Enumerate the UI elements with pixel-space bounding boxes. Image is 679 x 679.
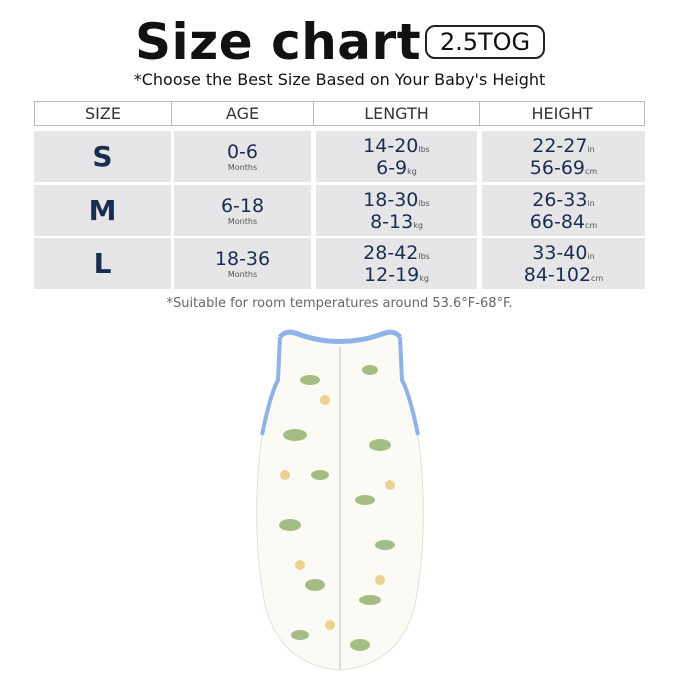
size-label: L xyxy=(93,247,112,280)
age-value: 0-6 xyxy=(226,141,259,163)
size-cell: S xyxy=(34,131,171,182)
in-unit: in xyxy=(587,144,595,154)
in-value: 33-40 xyxy=(532,241,588,264)
cm-unit: cm xyxy=(585,220,598,230)
age-cell: 6-18 Months xyxy=(174,185,311,236)
cm-value: 56-69 xyxy=(529,156,585,179)
in-value: 26-33 xyxy=(532,188,588,211)
lbs-unit: lbs xyxy=(418,198,430,208)
age-cell: 0-6 Months xyxy=(174,131,311,182)
in-unit: in xyxy=(587,198,595,208)
age-value: 6-18 xyxy=(220,195,265,217)
header-age: AGE xyxy=(171,101,314,126)
sleep-sack-illustration xyxy=(256,329,424,671)
lbs-unit: lbs xyxy=(418,144,430,154)
length-cell: 28-42lbs 12-19kg xyxy=(316,238,477,289)
age-unit: Months xyxy=(227,163,258,172)
height-cell: 33-40in 84-102cm xyxy=(482,238,645,289)
height-cell: 26-33in 66-84cm xyxy=(482,185,645,236)
lbs-value: 18-30 xyxy=(363,188,419,211)
kg-unit: kg xyxy=(407,166,417,176)
length-cell: 14-20lbs 6-9kg xyxy=(316,131,477,182)
cm-value: 66-84 xyxy=(529,210,585,233)
temperature-note: *Suitable for room temperatures around 5… xyxy=(166,296,513,311)
size-cell: M xyxy=(34,185,171,236)
page-title: Size chart xyxy=(135,13,422,71)
height-cell: 22-27in 56-69cm xyxy=(482,131,645,182)
kg-value: 12-19 xyxy=(364,263,420,286)
subtitle: *Choose the Best Size Based on Your Baby… xyxy=(133,70,546,89)
age-value: 18-36 xyxy=(214,248,271,270)
lbs-value: 28-42 xyxy=(363,241,419,264)
kg-unit: kg xyxy=(413,220,423,230)
kg-unit: kg xyxy=(419,273,429,283)
size-label: M xyxy=(88,194,117,227)
age-unit: Months xyxy=(227,217,258,226)
age-unit: Months xyxy=(227,270,258,279)
kg-value: 6-9 xyxy=(376,156,408,179)
header-size: SIZE xyxy=(34,101,172,126)
cm-unit: cm xyxy=(585,166,598,176)
kg-value: 8-13 xyxy=(370,210,414,233)
lbs-unit: lbs xyxy=(418,251,430,261)
age-cell: 18-36 Months xyxy=(174,238,311,289)
length-cell: 18-30lbs 8-13kg xyxy=(316,185,477,236)
lbs-value: 14-20 xyxy=(363,134,419,157)
size-cell: L xyxy=(34,238,171,289)
tog-badge: 2.5TOG xyxy=(425,25,545,59)
header-height: HEIGHT xyxy=(479,101,645,126)
cm-value: 84-102 xyxy=(523,263,592,286)
cm-unit: cm xyxy=(591,273,604,283)
header-length: LENGTH xyxy=(313,101,480,126)
in-unit: in xyxy=(587,251,595,261)
in-value: 22-27 xyxy=(532,134,588,157)
size-label: S xyxy=(92,140,113,173)
